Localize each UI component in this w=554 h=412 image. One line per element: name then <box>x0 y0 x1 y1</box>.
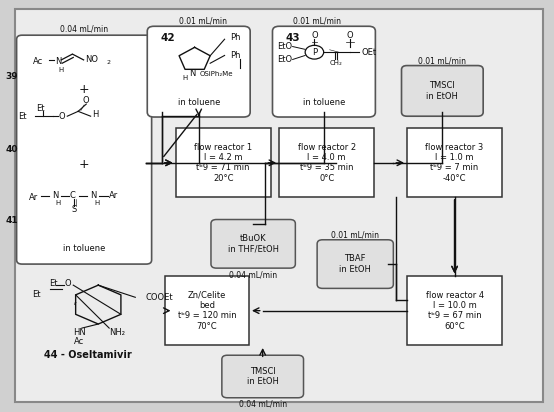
Text: 0.01 mL/min: 0.01 mL/min <box>418 56 466 65</box>
FancyBboxPatch shape <box>402 66 483 116</box>
Text: P: P <box>312 48 317 57</box>
FancyBboxPatch shape <box>222 355 304 398</box>
Text: Ph: Ph <box>230 33 240 42</box>
Text: 0.04 mL/min: 0.04 mL/min <box>239 399 287 408</box>
Text: NH₂: NH₂ <box>109 328 125 337</box>
Text: flow reactor 2
l = 4.0 m
tᵇ9 = 35 min
0°C: flow reactor 2 l = 4.0 m tᵇ9 = 35 min 0°… <box>297 143 356 183</box>
FancyBboxPatch shape <box>407 129 502 197</box>
Text: TMSCl
in EtOH: TMSCl in EtOH <box>427 81 458 101</box>
FancyBboxPatch shape <box>17 35 152 264</box>
Text: Ac: Ac <box>74 337 84 346</box>
FancyBboxPatch shape <box>279 129 375 197</box>
Text: N: N <box>189 69 196 78</box>
Text: r: r <box>74 301 76 306</box>
Text: O: O <box>346 31 353 40</box>
Text: 0.01 mL/min: 0.01 mL/min <box>331 230 379 239</box>
Text: TBAF
in EtOH: TBAF in EtOH <box>339 254 371 274</box>
Text: O: O <box>311 31 317 40</box>
Text: +: + <box>79 83 89 96</box>
Text: C: C <box>69 191 75 200</box>
Text: 43: 43 <box>285 33 300 43</box>
Text: N: N <box>52 191 58 200</box>
Text: O: O <box>83 96 90 105</box>
Text: 39: 39 <box>5 72 18 81</box>
Text: Et: Et <box>49 279 58 288</box>
Text: H: H <box>56 200 61 206</box>
Text: tBuOK
in THF/EtOH: tBuOK in THF/EtOH <box>228 234 279 253</box>
Text: flow reactor 4
l = 10.0 m
tᵇ9 = 67 min
60°C: flow reactor 4 l = 10.0 m tᵇ9 = 67 min 6… <box>425 290 484 331</box>
Text: 0.01 mL/min: 0.01 mL/min <box>293 16 341 26</box>
FancyBboxPatch shape <box>165 276 249 345</box>
Text: flow reactor 3
l = 1.0 m
tᵇ9 = 7 min
-40°C: flow reactor 3 l = 1.0 m tᵇ9 = 7 min -40… <box>425 143 484 183</box>
Text: COOEt: COOEt <box>146 293 173 302</box>
FancyBboxPatch shape <box>273 26 376 117</box>
Text: 44 - Oseltamivir: 44 - Oseltamivir <box>44 350 131 360</box>
Text: 41: 41 <box>5 216 18 225</box>
Text: 0.04 mL/min: 0.04 mL/min <box>229 271 277 280</box>
Text: TMSCl
in EtOH: TMSCl in EtOH <box>247 367 279 386</box>
Text: EtO: EtO <box>278 55 293 64</box>
Text: in toluene: in toluene <box>63 244 105 253</box>
FancyBboxPatch shape <box>176 129 271 197</box>
Text: Ph: Ph <box>230 51 240 60</box>
Text: Et: Et <box>36 103 44 112</box>
Text: OSiPh₂Me: OSiPh₂Me <box>199 71 233 77</box>
FancyBboxPatch shape <box>147 26 250 117</box>
Text: Et: Et <box>32 290 40 299</box>
Text: O: O <box>59 112 65 121</box>
Text: NO: NO <box>85 55 98 64</box>
Text: Et: Et <box>18 112 27 121</box>
Text: 40: 40 <box>5 145 18 154</box>
Text: N: N <box>55 57 61 66</box>
Text: 42: 42 <box>160 33 175 43</box>
Text: Ac: Ac <box>33 57 43 66</box>
Text: CH₂: CH₂ <box>330 60 342 66</box>
Text: Zn/Celite
bed
tᵇ9 = 120 min
70°C: Zn/Celite bed tᵇ9 = 120 min 70°C <box>178 290 236 331</box>
Text: H: H <box>59 67 64 73</box>
Text: 0.01 mL/min: 0.01 mL/min <box>179 16 227 26</box>
Text: Ar: Ar <box>109 191 119 200</box>
FancyBboxPatch shape <box>317 240 393 288</box>
Text: EtO: EtO <box>278 42 293 51</box>
Text: 2: 2 <box>106 60 110 65</box>
Text: 0.04 mL/min: 0.04 mL/min <box>60 25 108 34</box>
Text: OEt: OEt <box>361 48 376 57</box>
Text: S: S <box>71 205 76 214</box>
FancyBboxPatch shape <box>407 276 502 345</box>
Text: in toluene: in toluene <box>302 98 345 107</box>
Text: HN: HN <box>73 328 86 337</box>
Text: O: O <box>64 279 71 288</box>
Text: +: + <box>79 158 89 171</box>
FancyBboxPatch shape <box>15 9 543 402</box>
FancyBboxPatch shape <box>211 220 295 268</box>
Text: H: H <box>182 75 187 81</box>
Text: H: H <box>94 200 99 206</box>
Text: N: N <box>90 191 96 200</box>
Text: Ar: Ar <box>29 193 38 202</box>
Text: in toluene: in toluene <box>177 98 220 107</box>
Text: flow reactor 1
l = 4.2 m
tᵇ9 = 71 min
20°C: flow reactor 1 l = 4.2 m tᵇ9 = 71 min 20… <box>194 143 252 183</box>
Text: H: H <box>92 110 98 119</box>
